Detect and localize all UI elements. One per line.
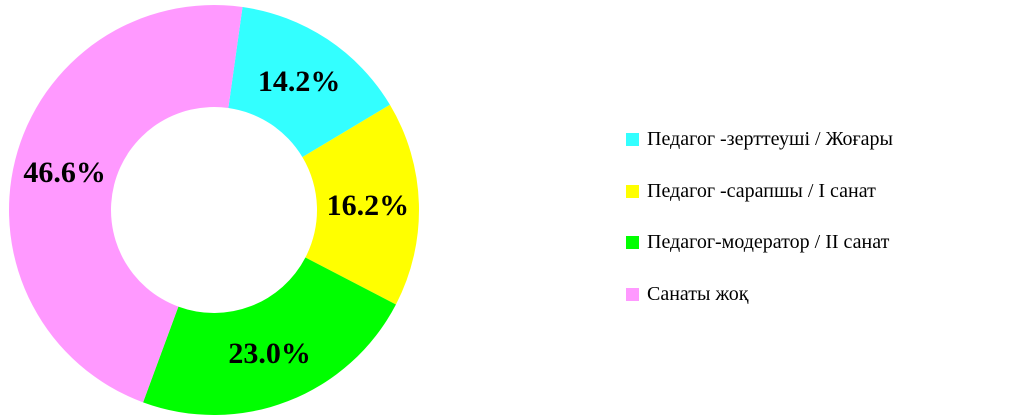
- slice-label-4: 46.6%: [23, 156, 106, 189]
- legend: Педагог -зерттеуші / Жоғары Педагог -сар…: [626, 128, 893, 336]
- slice-label-2: 16.2%: [327, 189, 410, 222]
- legend-swatch-2: [626, 184, 639, 198]
- slice-label-1: 14.2%: [258, 65, 341, 98]
- legend-swatch-4: [626, 287, 639, 301]
- legend-item-3: Педагог-модератор / II санат: [626, 231, 893, 253]
- legend-item-1: Педагог -зерттеуші / Жоғары: [626, 128, 893, 150]
- legend-item-2: Педагог -сарапшы / I санат: [626, 179, 893, 202]
- donut-chart: 14.2% 16.2% 23.0% 46.6%: [9, 5, 419, 415]
- legend-label-3: Педагог-модератор / II санат: [647, 231, 890, 253]
- legend-label-4: Санаты жоқ: [647, 282, 749, 305]
- slice-1: [228, 6, 390, 158]
- legend-label-1: Педагог -зерттеуші / Жоғары: [647, 128, 893, 150]
- slice-label-3: 23.0%: [228, 337, 311, 370]
- legend-swatch-3: [626, 236, 639, 249]
- slice-3: [143, 257, 396, 415]
- legend-item-4: Санаты жоқ: [626, 282, 893, 305]
- legend-label-2: Педагог -сарапшы / I санат: [647, 179, 876, 202]
- slice-2: [302, 104, 419, 305]
- legend-swatch-1: [626, 133, 639, 146]
- slice-4: [9, 5, 243, 403]
